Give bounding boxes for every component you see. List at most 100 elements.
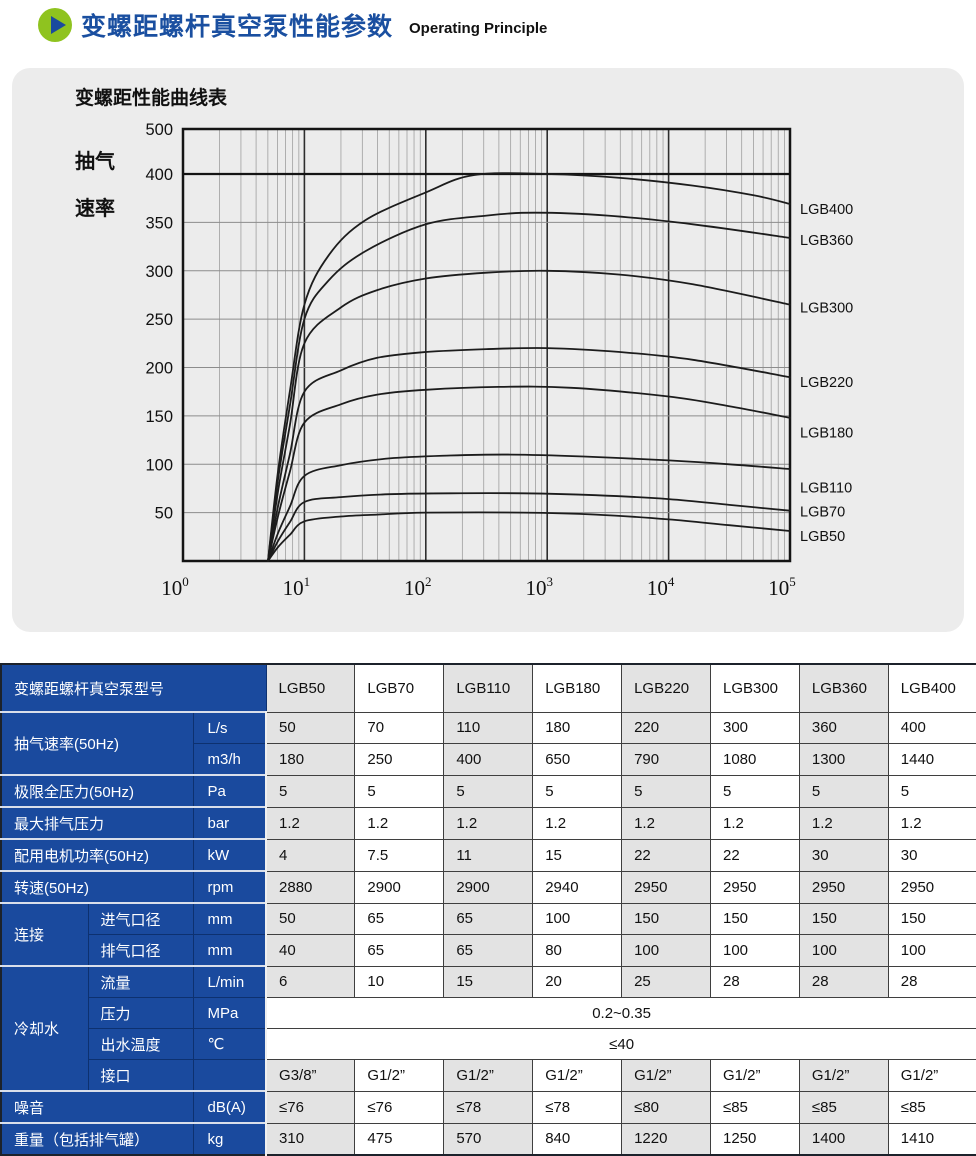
row-label: 抽气速率(50Hz) xyxy=(0,711,194,776)
model-header-LGB70: LGB70 xyxy=(354,663,445,713)
spec-value-cell: 475 xyxy=(354,1122,445,1156)
row-label: 重量（包括排气罐） xyxy=(0,1122,194,1156)
x-tick-label: 101 xyxy=(283,574,311,600)
spec-value-cell: ≤80 xyxy=(621,1090,711,1124)
spec-value-cell: 5 xyxy=(354,774,445,808)
x-tick-label: 105 xyxy=(768,574,796,600)
spec-value-cell: G1/2” xyxy=(532,1059,623,1092)
curve-label-LGB70: LGB70 xyxy=(800,505,845,521)
spec-merged-value: ≤40 xyxy=(265,1028,976,1060)
spec-value-cell: 15 xyxy=(443,965,534,998)
chart-panel: 变螺距性能曲线表 抽气 速率 500 400 350 300 250 200 150 100 50 10… xyxy=(12,68,964,632)
row-label: 噪音 xyxy=(0,1090,194,1124)
y-axis-label: 速率 xyxy=(75,196,115,220)
row-label: 排气口径 xyxy=(87,934,194,967)
spec-value-cell: 30 xyxy=(887,838,976,872)
spec-value-cell: 310 xyxy=(265,1122,356,1156)
curve-label-LGB400: LGB400 xyxy=(800,202,853,218)
spec-value-cell: 790 xyxy=(621,743,711,776)
curve-LGB50 xyxy=(267,511,791,562)
spec-value-cell: 300 xyxy=(709,711,800,744)
spec-value-cell: G1/2” xyxy=(887,1059,976,1092)
spec-value-cell: 100 xyxy=(532,902,623,935)
spec-value-cell: 25 xyxy=(621,965,711,998)
model-header-LGB50: LGB50 xyxy=(265,663,356,713)
spec-value-cell: 5 xyxy=(265,774,356,808)
spec-value-cell: G1/2” xyxy=(621,1059,711,1092)
unit-cell: mm xyxy=(192,934,268,967)
spec-value-cell: 840 xyxy=(532,1122,623,1156)
spec-value-cell: 100 xyxy=(709,934,800,967)
model-header-LGB220: LGB220 xyxy=(621,663,711,713)
x-tick-label: 103 xyxy=(525,574,553,600)
unit-cell: ℃ xyxy=(192,1028,268,1060)
spec-value-cell: 180 xyxy=(532,711,623,744)
group-label: 连接 xyxy=(0,902,89,967)
unit-cell: rpm xyxy=(192,870,268,904)
spec-value-cell: 360 xyxy=(798,711,889,744)
curve-label-LGB300: LGB300 xyxy=(800,301,853,317)
spec-value-cell: G1/2” xyxy=(709,1059,800,1092)
spec-value-cell: 1.2 xyxy=(621,806,711,840)
spec-value-cell: 100 xyxy=(887,934,976,967)
spec-merged-value: 0.2~0.35 xyxy=(265,997,976,1029)
spec-value-cell: 1.2 xyxy=(443,806,534,840)
spec-value-cell: 1250 xyxy=(709,1122,800,1156)
spec-value-cell: 65 xyxy=(354,934,445,967)
spec-value-cell: 65 xyxy=(443,934,534,967)
spec-value-cell: 28 xyxy=(887,965,976,998)
spec-value-cell: 400 xyxy=(887,711,976,744)
unit-cell: dB(A) xyxy=(192,1090,268,1124)
y-tick-label: 200 xyxy=(145,360,173,378)
curve-LGB180 xyxy=(267,385,791,562)
spec-value-cell: 1.2 xyxy=(354,806,445,840)
spec-value-cell: 5 xyxy=(443,774,534,808)
model-header-LGB110: LGB110 xyxy=(443,663,534,713)
y-tick-label: 250 xyxy=(145,311,173,329)
spec-value-cell: 100 xyxy=(798,934,889,967)
y-tick-label: 100 xyxy=(145,456,173,474)
y-tick-label: 350 xyxy=(145,214,173,232)
spec-value-cell: 5 xyxy=(709,774,800,808)
spec-value-cell: 50 xyxy=(265,711,356,744)
x-tick-label: 102 xyxy=(404,574,432,600)
y-tick-label: 150 xyxy=(145,408,173,426)
spec-value-cell: ≤85 xyxy=(798,1090,889,1124)
spec-value-cell: 50 xyxy=(265,902,356,935)
spec-value-cell: ≤76 xyxy=(354,1090,445,1124)
spec-value-cell: 1400 xyxy=(798,1122,889,1156)
curve-LGB300 xyxy=(267,269,791,562)
unit-cell: L/s xyxy=(192,711,268,744)
spec-value-cell: 15 xyxy=(532,838,623,872)
spec-value-cell: ≤85 xyxy=(887,1090,976,1124)
curve-label-LGB360: LGB360 xyxy=(800,233,853,249)
spec-value-cell: 100 xyxy=(621,934,711,967)
y-tick-label: 300 xyxy=(145,263,173,281)
spec-value-cell: ≤85 xyxy=(709,1090,800,1124)
group-label: 冷却水 xyxy=(0,965,89,1092)
page-title: 变螺距螺杆真空泵性能参数 xyxy=(81,13,394,41)
row-label: 配用电机功率(50Hz) xyxy=(0,838,194,872)
spec-value-cell: ≤76 xyxy=(265,1090,356,1124)
spec-value-cell: 22 xyxy=(709,838,800,872)
spec-value-cell: 2950 xyxy=(887,870,976,904)
page-subtitle: Operating Principle xyxy=(409,19,548,37)
spec-value-cell: 2950 xyxy=(709,870,800,904)
row-label: 接口 xyxy=(87,1059,194,1092)
spec-value-cell: 5 xyxy=(532,774,623,808)
spec-value-cell: G1/2” xyxy=(443,1059,534,1092)
y-tick-label: 400 xyxy=(145,166,173,184)
spec-value-cell: 2900 xyxy=(443,870,534,904)
spec-value-cell: 28 xyxy=(709,965,800,998)
spec-value-cell: 80 xyxy=(532,934,623,967)
spec-value-cell: 2900 xyxy=(354,870,445,904)
unit-cell: mm xyxy=(192,902,268,935)
spec-value-cell: 30 xyxy=(798,838,889,872)
spec-value-cell: 5 xyxy=(798,774,889,808)
spec-value-cell: 11 xyxy=(443,838,534,872)
model-header-LGB300: LGB300 xyxy=(709,663,800,713)
unit-cell: kW xyxy=(192,838,268,872)
curve-label-LGB180: LGB180 xyxy=(800,425,853,441)
